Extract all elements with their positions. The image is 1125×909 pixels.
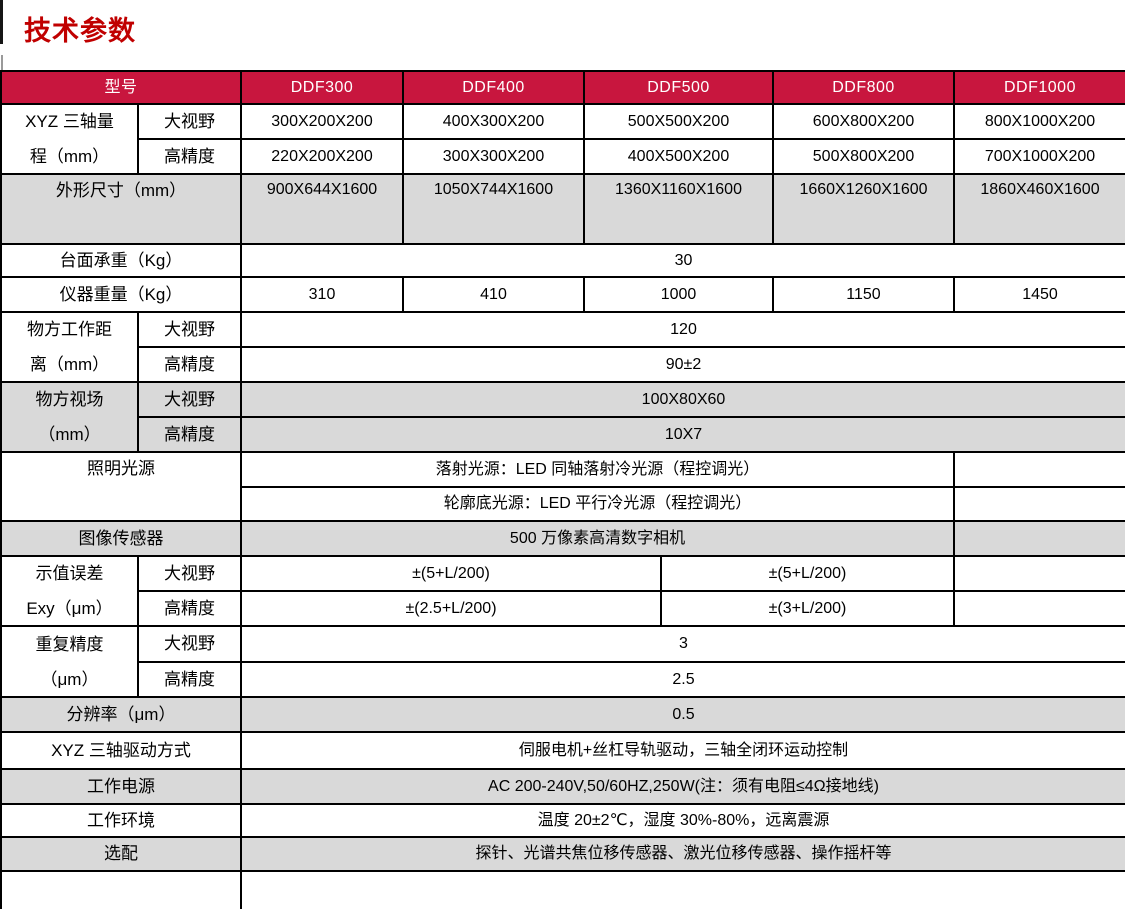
weight-ddf800: 1150 <box>774 278 955 313</box>
fov-sub-highprec: 高精度 <box>139 418 242 453</box>
page-title: 技术参数 <box>24 16 136 46</box>
wd-sub-bigfov: 大视野 <box>139 313 242 348</box>
resolution-value: 0.5 <box>242 698 1125 733</box>
xyz-range-sub-highprec: 高精度 <box>139 140 242 175</box>
illumination-empty-2 <box>955 488 1125 522</box>
section-bench-load: 台面承重（Kg） 30 <box>2 245 1125 278</box>
xyz-range-label: XYZ 三轴量 程（mm） <box>2 105 139 175</box>
power-label: 工作电源 <box>2 770 242 805</box>
section-power: 工作电源 AC 200-240V,50/60HZ,250W(注：须有电阻≤4Ω接… <box>2 770 1125 805</box>
section-environment: 工作环境 温度 20±2℃，湿度 30%-80%，远离震源 <box>2 805 1125 838</box>
wd-value-bigfov: 120 <box>242 313 1125 348</box>
page-edge-line-top <box>0 0 3 44</box>
environment-label: 工作环境 <box>2 805 242 838</box>
section-instrument-weight: 仪器重量（Kg） 310 410 1000 1150 1450 <box>2 278 1125 313</box>
error-sub-highprec: 高精度 <box>139 592 242 627</box>
image-sensor-value: 500 万像素高清数字相机 <box>242 522 955 557</box>
section-illumination: 照明光源 落射光源：LED 同轴落射冷光源（程控调光） 轮廓底光源：LED 平行… <box>2 453 1125 522</box>
fov-value-highprec: 10X7 <box>242 418 1125 453</box>
image-sensor-empty <box>955 522 1125 557</box>
section-dimensions: 外形尺寸（mm） 900X644X1600 1050X744X1600 1360… <box>2 175 1125 245</box>
options-label: 选配 <box>2 838 242 872</box>
power-value: AC 200-240V,50/60HZ,250W(注：须有电阻≤4Ω接地线) <box>242 770 1125 805</box>
weight-ddf400: 410 <box>404 278 585 313</box>
drive-mode-value: 伺服电机+丝杠导轨驱动，三轴全闭环运动控制 <box>242 733 1125 770</box>
empty-row-label-cell <box>2 872 242 909</box>
image-sensor-label: 图像传感器 <box>2 522 242 557</box>
bench-load-value: 30 <box>242 245 1125 278</box>
repeat-value-highprec: 2.5 <box>242 663 1125 698</box>
illumination-label: 照明光源 <box>2 453 242 522</box>
header-model-label: 型号 <box>2 72 242 105</box>
xyz-big-ddf500: 500X500X200 <box>585 105 774 140</box>
dims-ddf1000: 1860X460X1600 <box>955 175 1125 245</box>
spec-table: 型号 DDF300 DDF400 DDF500 DDF800 DDF1000 X… <box>0 70 1125 909</box>
error-sub-bigfov: 大视野 <box>139 557 242 592</box>
section-working-distance: 物方工作距 离（mm） 大视野 120 高精度 90±2 <box>2 313 1125 383</box>
xyz-high-ddf300: 220X200X200 <box>242 140 404 175</box>
xyz-high-ddf500: 400X500X200 <box>585 140 774 175</box>
section-drive-mode: XYZ 三轴驱动方式 伺服电机+丝杠导轨驱动，三轴全闭环运动控制 <box>2 733 1125 770</box>
header-model-ddf400: DDF400 <box>404 72 585 105</box>
options-value: 探针、光谱共焦位移传感器、激光位移传感器、操作摇杆等 <box>242 838 1125 872</box>
bench-load-label: 台面承重（Kg） <box>2 245 242 278</box>
dims-ddf300: 900X644X1600 <box>242 175 404 245</box>
error-highprec-left: ±(2.5+L/200) <box>242 592 662 627</box>
xyz-range-sub-bigfov: 大视野 <box>139 105 242 140</box>
repeatability-label: 重复精度 （μm） <box>2 627 139 698</box>
dims-ddf800: 1660X1260X1600 <box>774 175 955 245</box>
environment-value: 温度 20±2℃，湿度 30%-80%，远离震源 <box>242 805 1125 838</box>
fov-sub-bigfov: 大视野 <box>139 383 242 418</box>
error-highprec-empty <box>955 592 1125 627</box>
repeat-value-bigfov: 3 <box>242 627 1125 663</box>
section-repeatability: 重复精度 （μm） 大视野 3 高精度 2.5 <box>2 627 1125 698</box>
repeat-sub-highprec: 高精度 <box>139 663 242 698</box>
weight-ddf1000: 1450 <box>955 278 1125 313</box>
header-model-ddf1000: DDF1000 <box>955 72 1125 105</box>
header-model-ddf300: DDF300 <box>242 72 404 105</box>
wd-value-highprec: 90±2 <box>242 348 1125 383</box>
drive-mode-label: XYZ 三轴驱动方式 <box>2 733 242 770</box>
dims-ddf500: 1360X1160X1600 <box>585 175 774 245</box>
page-edge-line <box>1 55 3 71</box>
illumination-empty-1 <box>955 453 1125 488</box>
illumination-profile: 轮廓底光源：LED 平行冷光源（程控调光） <box>242 488 955 522</box>
illumination-episcopic: 落射光源：LED 同轴落射冷光源（程控调光） <box>242 453 955 488</box>
xyz-high-ddf1000: 700X1000X200 <box>955 140 1125 175</box>
error-bigfov-right: ±(5+L/200) <box>662 557 955 592</box>
section-empty-row <box>2 872 1125 909</box>
weight-label: 仪器重量（Kg） <box>2 278 242 313</box>
weight-ddf500: 1000 <box>585 278 774 313</box>
indication-error-label: 示值误差 Exy（μm） <box>2 557 139 627</box>
fov-value-bigfov: 100X80X60 <box>242 383 1125 418</box>
table-header-row: 型号 DDF300 DDF400 DDF500 DDF800 DDF1000 <box>2 72 1125 105</box>
xyz-big-ddf400: 400X300X200 <box>404 105 585 140</box>
dims-ddf400: 1050X744X1600 <box>404 175 585 245</box>
section-field-of-view: 物方视场 （mm） 大视野 100X80X60 高精度 10X7 <box>2 383 1125 453</box>
section-resolution: 分辨率（μm） 0.5 <box>2 698 1125 733</box>
xyz-big-ddf800: 600X800X200 <box>774 105 955 140</box>
header-model-ddf500: DDF500 <box>585 72 774 105</box>
fov-label: 物方视场 （mm） <box>2 383 139 453</box>
section-xyz-range: XYZ 三轴量 程（mm） 大视野 300X200X200 400X300X20… <box>2 105 1125 175</box>
xyz-big-ddf1000: 800X1000X200 <box>955 105 1125 140</box>
wd-sub-highprec: 高精度 <box>139 348 242 383</box>
xyz-high-ddf400: 300X300X200 <box>404 140 585 175</box>
xyz-high-ddf800: 500X800X200 <box>774 140 955 175</box>
section-indication-error: 示值误差 Exy（μm） 大视野 ±(5+L/200) ±(5+L/200) 高… <box>2 557 1125 627</box>
error-highprec-right: ±(3+L/200) <box>662 592 955 627</box>
xyz-big-ddf300: 300X200X200 <box>242 105 404 140</box>
dimensions-label: 外形尺寸（mm） <box>2 175 242 245</box>
weight-ddf300: 310 <box>242 278 404 313</box>
resolution-label: 分辨率（μm） <box>2 698 242 733</box>
repeat-sub-bigfov: 大视野 <box>139 627 242 663</box>
section-image-sensor: 图像传感器 500 万像素高清数字相机 <box>2 522 1125 557</box>
error-bigfov-empty <box>955 557 1125 592</box>
error-bigfov-left: ±(5+L/200) <box>242 557 662 592</box>
header-model-ddf800: DDF800 <box>774 72 955 105</box>
section-options: 选配 探针、光谱共焦位移传感器、激光位移传感器、操作摇杆等 <box>2 838 1125 872</box>
empty-row-value-cell <box>242 872 1125 909</box>
working-distance-label: 物方工作距 离（mm） <box>2 313 139 383</box>
